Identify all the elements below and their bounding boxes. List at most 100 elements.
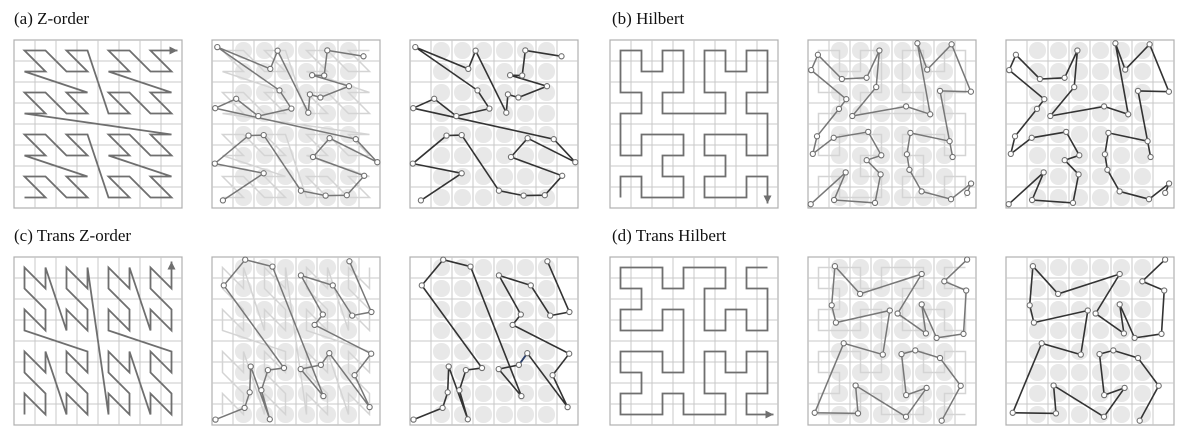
sampled-node (211, 160, 218, 167)
panel-a-sampled-points-only (409, 39, 579, 209)
sampled-node (918, 188, 925, 195)
highlight-cell (1134, 280, 1151, 297)
sampled-node (458, 170, 465, 177)
highlight-cell (433, 168, 450, 185)
sampled-node (543, 83, 551, 90)
sampled-node (495, 272, 503, 279)
highlight-cell (1050, 301, 1067, 318)
highlight-cell (496, 42, 513, 59)
sampled-node (1165, 88, 1173, 95)
sampled-nodes (409, 43, 579, 204)
sampled-node (902, 103, 910, 110)
highlight-cell (1092, 168, 1109, 185)
highlight-cell (517, 147, 534, 164)
sampled-node (863, 157, 870, 164)
highlight-cell (433, 126, 450, 143)
sampled-node (264, 366, 272, 374)
sampled-node (1134, 87, 1142, 95)
highlight-cell (1029, 63, 1046, 80)
highlight-cell (517, 322, 534, 339)
highlight-cell (433, 280, 450, 297)
sampled-node (410, 416, 417, 423)
sampled-node (877, 171, 884, 178)
sampled-node (1041, 96, 1048, 103)
highlight-cell (1092, 63, 1109, 80)
sampled-node (474, 87, 481, 94)
sampled-node (946, 138, 953, 145)
sampled-node (830, 134, 837, 141)
highlight-cell (1029, 105, 1046, 122)
highlight-cell (433, 364, 450, 381)
sampled-node (1131, 334, 1138, 342)
sampled-node (260, 170, 267, 177)
sampled-node (445, 363, 452, 370)
panel-b-full-curve (609, 39, 779, 209)
sampled-node (1139, 278, 1146, 285)
sampled-node (464, 416, 471, 423)
sampled-node (506, 72, 514, 79)
sampled-node (443, 132, 450, 139)
sampled-node (1011, 133, 1019, 140)
highlight-cell (433, 259, 450, 276)
sampled-node (1161, 256, 1169, 263)
sampled-node (518, 392, 525, 400)
sampled-node (276, 87, 283, 94)
sampled-node (306, 91, 314, 98)
sampled-node (832, 319, 840, 326)
sampled-node (1030, 319, 1038, 326)
faded-curve (221, 265, 371, 417)
sampled-node (828, 302, 835, 309)
sampled-node (515, 94, 522, 101)
curve-arrow-head (169, 46, 178, 55)
sampled-node (1101, 391, 1108, 399)
sampled-node (462, 366, 470, 374)
sampled-node (923, 384, 930, 392)
highlight-cell (1134, 364, 1151, 381)
highlight-cell (1050, 343, 1067, 360)
sampled-node (963, 256, 971, 263)
sampled-node (1061, 74, 1068, 81)
sampled-node (927, 111, 934, 118)
highlight-cell (1071, 343, 1088, 360)
sampled-node (524, 135, 531, 142)
highlight-cell (538, 385, 555, 402)
highlight-cell (496, 385, 513, 402)
highlight-cell (1029, 364, 1046, 381)
highlight-cell (475, 322, 492, 339)
highlight-cell (1134, 385, 1151, 402)
highlight-cell (538, 406, 555, 423)
sampled-node (918, 270, 925, 278)
highlight-cell (475, 280, 492, 297)
sampled-node (267, 65, 274, 73)
sampled-node (1145, 196, 1153, 203)
sampled-node (1104, 166, 1111, 173)
sampled-node (1033, 105, 1041, 113)
sampled-node (873, 83, 880, 91)
highlight-cell (1071, 259, 1088, 276)
sampled-node (835, 105, 843, 113)
sampled-node (233, 95, 240, 102)
sampled-node (924, 66, 931, 73)
sampled-node (831, 263, 839, 270)
sampled-node (326, 135, 333, 142)
highlight-cell (475, 147, 492, 164)
panel-c-sampled-points-only (409, 256, 579, 426)
highlight-cell (1134, 63, 1151, 80)
highlight-cell (1092, 126, 1109, 143)
sampled-node (317, 94, 324, 101)
highlight-cell (1029, 406, 1046, 423)
highlight-cell (1113, 147, 1130, 164)
sampled-node (1052, 410, 1060, 417)
sampled-node (912, 347, 919, 354)
sampled-node (329, 282, 336, 289)
sampled-node (1155, 382, 1162, 389)
highlight-cell (475, 406, 492, 423)
sampled-node (509, 321, 516, 329)
highlight-cell (433, 189, 450, 206)
highlight-cell (1134, 301, 1151, 318)
highlight-cell (517, 259, 534, 276)
sampled-node (936, 87, 944, 95)
sampled-node (1029, 263, 1037, 270)
sampled-node (1147, 153, 1154, 161)
sampled-node (324, 47, 331, 54)
